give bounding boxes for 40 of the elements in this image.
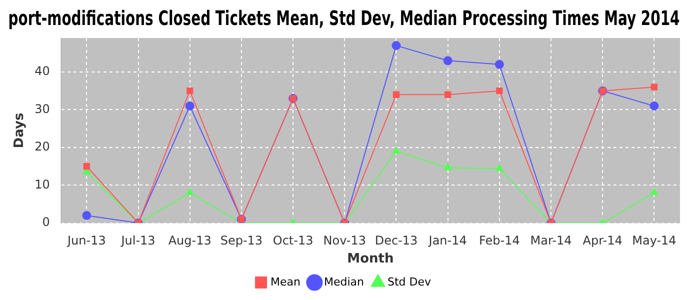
x-tick-label: Jul-13 — [120, 233, 156, 248]
point — [650, 84, 658, 90]
chart-title: port-modifications Closed Tickets Mean, Std Dev, Median Processing Times May 2014 — [8, 8, 680, 31]
x-tick-label: Feb-14 — [478, 233, 520, 248]
y-tick-label: 30 — [34, 102, 50, 116]
point — [495, 164, 504, 172]
legend-label: Std Dev — [387, 275, 432, 288]
x-tick-label: May-14 — [632, 233, 676, 248]
point — [443, 56, 452, 66]
point — [650, 101, 659, 110]
y-tick-label: 20 — [34, 140, 50, 154]
y-tick-label: 10 — [34, 177, 50, 192]
point — [186, 188, 194, 196]
point — [494, 60, 504, 69]
point — [186, 88, 194, 94]
x-axis-title: Month — [347, 252, 394, 267]
point — [83, 163, 90, 170]
point — [392, 41, 401, 50]
point — [82, 210, 92, 220]
y-tick-label: 0 — [42, 215, 50, 230]
legend-label: Median — [324, 275, 364, 288]
x-tick-label: Jun-13 — [66, 233, 106, 248]
x-tick-label: Apr-14 — [582, 233, 622, 248]
y-tick-label: 40 — [34, 64, 50, 78]
x-tick-label: Dec-13 — [374, 233, 418, 248]
point — [392, 146, 400, 154]
point — [444, 163, 452, 170]
x-tick-label: Sep-13 — [220, 233, 263, 248]
point — [650, 188, 658, 196]
point — [496, 88, 503, 94]
x-tick-label: Nov-13 — [323, 233, 366, 248]
x-tick-label: Mar-14 — [530, 233, 572, 248]
legend-label: Mean — [270, 275, 300, 288]
point — [392, 91, 400, 98]
x-tick-label: Jan-14 — [428, 233, 467, 248]
y-axis-title: Days — [12, 112, 28, 148]
x-tick-label: Oct-13 — [272, 233, 314, 248]
point — [444, 91, 452, 98]
x-tick-label: Aug-13 — [168, 233, 212, 248]
point — [185, 101, 194, 110]
